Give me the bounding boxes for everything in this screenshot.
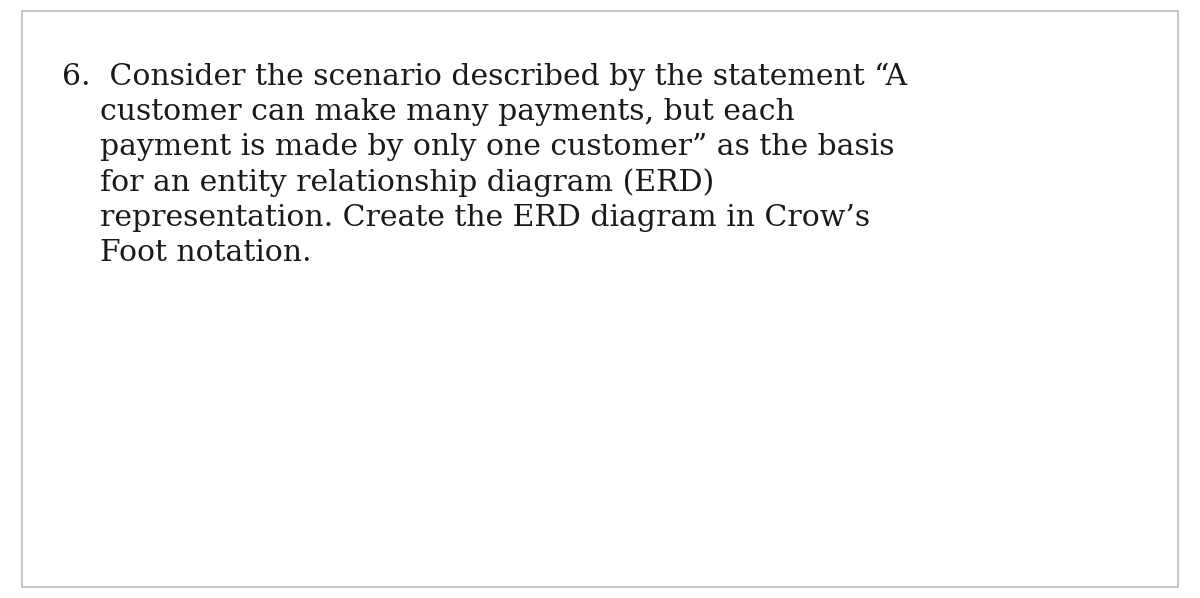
FancyBboxPatch shape <box>22 11 1178 587</box>
Text: 6.  Consider the scenario described by the statement “A
    customer can make ma: 6. Consider the scenario described by th… <box>62 63 907 267</box>
